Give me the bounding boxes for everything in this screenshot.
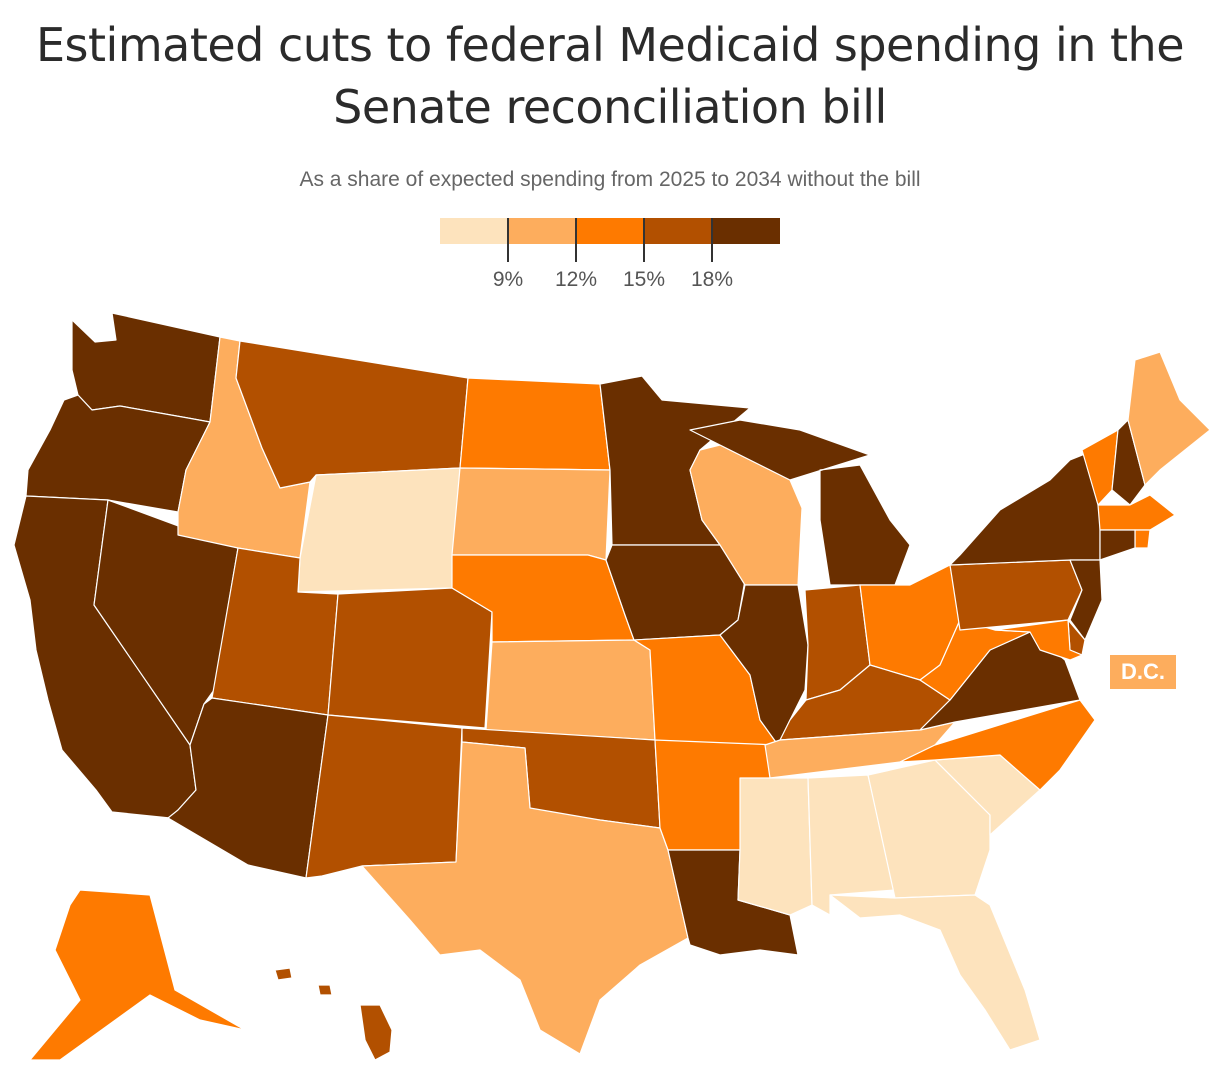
state-sd[interactable] (451, 467, 611, 561)
title-line-1: Estimated cuts to federal Medicaid spend… (35, 18, 1185, 72)
legend-swatch-3 (576, 218, 644, 244)
state-nc[interactable] (899, 699, 1096, 791)
state-co[interactable] (327, 587, 493, 729)
legend-label-18: 18% (690, 268, 734, 291)
state-hi[interactable] (274, 967, 393, 1061)
state-wy[interactable] (297, 467, 461, 593)
state-wa[interactable] (71, 312, 221, 423)
legend-swatch-4 (644, 218, 712, 244)
state-me[interactable] (1127, 351, 1211, 486)
legend-tick-12 (575, 218, 577, 262)
state-nd[interactable] (459, 377, 611, 471)
legend-swatch-5 (712, 218, 780, 244)
state-ct[interactable] (1099, 529, 1136, 561)
state-ks[interactable] (485, 639, 656, 741)
legend-swatch-1 (440, 218, 508, 244)
legend-swatch-2 (508, 218, 576, 244)
state-ms[interactable] (737, 777, 813, 916)
state-tx[interactable] (361, 741, 689, 1055)
state-ny[interactable] (949, 449, 1101, 566)
legend-tick-18 (711, 218, 713, 262)
state-nh[interactable] (1111, 419, 1146, 506)
state-tn[interactable] (764, 721, 956, 779)
state-pa[interactable] (949, 559, 1083, 631)
state-md[interactable] (994, 619, 1083, 661)
state-ak[interactable] (29, 889, 246, 1061)
state-mi[interactable] (689, 419, 911, 586)
state-fl[interactable] (829, 894, 1041, 1051)
legend-label-12: 12% (554, 268, 598, 291)
legend-bar (440, 218, 780, 244)
state-ma[interactable] (1097, 494, 1176, 531)
state-nm[interactable] (305, 714, 463, 879)
legend-tick-9 (507, 218, 509, 262)
state-ri[interactable] (1134, 529, 1151, 549)
color-legend: 9% 12% 15% 18% (440, 218, 780, 298)
state-mt[interactable] (235, 340, 469, 489)
chart-title: Estimated cuts to federal Medicaid spend… (0, 14, 1220, 138)
legend-label-15: 15% (622, 268, 666, 291)
legend-label-9: 9% (492, 268, 524, 291)
us-state-map (13, 312, 1211, 1061)
title-line-2: Senate reconciliation bill (333, 80, 887, 134)
chart-subtitle: As a share of expected spending from 202… (299, 168, 921, 191)
dc-label-box[interactable]: D.C. (1110, 655, 1176, 689)
legend-tick-15 (643, 218, 645, 262)
